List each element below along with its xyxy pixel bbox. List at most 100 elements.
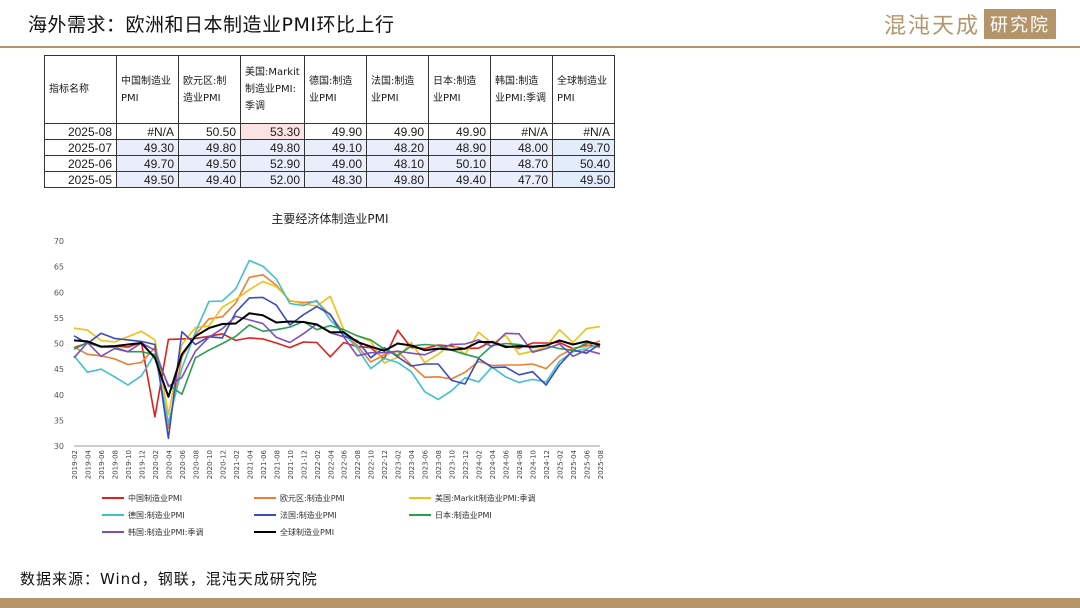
table-cell: 49.70 xyxy=(552,139,615,156)
pmi-line-chart: 主要经济体制造业PMI 30 35 40 45 50 55 60 65 70 2019-02 2019… xyxy=(54,211,605,537)
table-header-row: 指标名称 中国制造业PMI 欧元区:制造业PMI 美国:Markit制造业PMI… xyxy=(44,55,615,124)
x-tick-label: 2022-04 xyxy=(327,449,335,479)
table-column-header: 日本:制造业PMI xyxy=(428,55,491,124)
x-tick-label: 2019-12 xyxy=(138,450,146,479)
table-row: 2025-06 49.70 49.50 52.90 49.00 48.10 50… xyxy=(44,155,615,172)
table-row: 2025-07 49.30 49.80 49.80 49.10 48.20 48… xyxy=(44,139,615,156)
x-tick-label: 2025-08 xyxy=(597,450,605,479)
x-tick-label: 2019-04 xyxy=(84,449,92,479)
y-tick-label: 60 xyxy=(54,288,64,297)
table-cell: 48.10 xyxy=(366,155,429,172)
x-tick-label: 2023-08 xyxy=(435,450,443,479)
x-tick-label: 2021-06 xyxy=(260,449,268,479)
table-cell: 49.10 xyxy=(304,139,367,156)
y-tick-label: 35 xyxy=(54,416,64,425)
x-tick-label: 2023-06 xyxy=(422,449,430,479)
x-tick-label: 2024-10 xyxy=(530,450,538,479)
x-tick-label: 2021-04 xyxy=(246,449,254,479)
brand-name: 混沌天成 xyxy=(883,14,980,39)
x-tick-label: 2020-10 xyxy=(206,450,214,479)
x-tick-label: 2022-02 xyxy=(314,450,322,479)
table-cell: 49.90 xyxy=(366,123,429,140)
x-tick-label: 2023-12 xyxy=(462,450,470,479)
footer-bar xyxy=(0,598,1080,608)
table-cell: 53.30 xyxy=(240,123,305,140)
legend-label: 日本:制造业PMI xyxy=(435,510,492,520)
table-cell: 49.90 xyxy=(428,123,491,140)
x-tick-label: 2021-12 xyxy=(300,450,308,479)
table-column-header: 美国:Markit制造业PMI:季调 xyxy=(240,55,305,124)
table-cell: 49.90 xyxy=(304,123,367,140)
x-tick-label: 2024-08 xyxy=(516,450,524,479)
source-note: 数据来源：Wind，钢联，混沌天成研究院 xyxy=(20,570,318,588)
legend-label: 法国:制造业PMI xyxy=(280,510,337,520)
table-row: 2025-08 #N/A 50.50 53.30 49.90 49.90 49.… xyxy=(44,123,615,140)
chart-title: 主要经济体制造业PMI xyxy=(271,211,388,226)
y-tick-label: 65 xyxy=(54,263,64,272)
x-tick-label: 2020-08 xyxy=(192,450,200,479)
y-tick-label: 70 xyxy=(54,237,64,246)
series-line xyxy=(73,315,601,388)
x-tick-label: 2019-10 xyxy=(125,450,133,479)
x-tick-label: 2019-02 xyxy=(71,450,79,479)
y-tick-label: 50 xyxy=(54,340,64,349)
table-column-header: 韩国:制造业PMI:季调 xyxy=(490,55,553,124)
table-cell: 49.80 xyxy=(178,139,241,156)
table-cell: 49.50 xyxy=(178,155,241,172)
table-cell: 49.30 xyxy=(116,139,179,156)
x-tick-label: 2020-02 xyxy=(152,450,160,479)
table-cell: 49.40 xyxy=(178,171,241,188)
x-tick-label: 2019-06 xyxy=(98,449,106,479)
table-cell: 50.40 xyxy=(552,155,615,172)
legend-label: 韩国:制造业PMI:季调 xyxy=(128,527,203,537)
legend-label: 欧元区:制造业PMI xyxy=(280,493,345,503)
legend-label: 中国制造业PMI xyxy=(128,493,182,503)
table-cell-date: 2025-07 xyxy=(44,139,117,156)
x-tick-label: 2021-08 xyxy=(273,450,281,479)
x-tick-label: 2022-10 xyxy=(368,450,376,479)
x-tick-label: 2025-06 xyxy=(584,449,592,479)
series-line xyxy=(73,259,601,424)
x-tick-label: 2020-12 xyxy=(219,450,227,479)
table-column-header: 中国制造业PMI xyxy=(116,55,179,124)
page-header-title: 海外需求：欧洲和日本制造业PMI环比上行 xyxy=(28,14,395,36)
legend-label: 全球制造业PMI xyxy=(280,527,334,537)
x-tick-label: 2024-12 xyxy=(543,450,551,479)
table-row: 2025-05 49.50 49.40 52.00 48.30 49.80 49… xyxy=(44,171,615,188)
content-panel: 指标名称 中国制造业PMI 欧元区:制造业PMI 美国:Markit制造业PMI… xyxy=(44,55,616,550)
x-tick-label: 2020-06 xyxy=(179,449,187,479)
x-tick-label: 2025-02 xyxy=(557,450,565,479)
table-cell: 49.70 xyxy=(116,155,179,172)
table-cell: 52.00 xyxy=(240,171,305,188)
series-line xyxy=(73,329,601,418)
x-tick-label: 2022-12 xyxy=(381,450,389,479)
table-cell: 49.80 xyxy=(366,171,429,188)
table-column-header: 欧元区:制造业PMI xyxy=(178,55,241,124)
table-cell: 50.50 xyxy=(178,123,241,140)
series-line xyxy=(73,296,601,440)
table-cell: 50.10 xyxy=(428,155,491,172)
x-tick-label: 2021-02 xyxy=(233,450,241,479)
table-cell: #N/A xyxy=(116,123,179,140)
table-cell: #N/A xyxy=(490,123,553,140)
x-tick-label: 2024-06 xyxy=(503,449,511,479)
table-cell: 48.00 xyxy=(490,139,553,156)
x-tick-label: 2021-10 xyxy=(287,450,295,479)
brand-logo: 混沌天成 研究院 xyxy=(884,8,1056,40)
x-tick-label: 2023-04 xyxy=(408,449,416,479)
table-cell: 48.30 xyxy=(304,171,367,188)
table-column-header: 法国:制造业PMI xyxy=(366,55,429,124)
pmi-table: 指标名称 中国制造业PMI 欧元区:制造业PMI 美国:Markit制造业PMI… xyxy=(44,55,615,188)
table-column-header: 全球制造业PMI xyxy=(552,55,615,124)
header-divider xyxy=(0,46,1080,48)
brand-suffix: 研究院 xyxy=(984,9,1056,39)
legend-label: 美国:Markit制造业PMI:季调 xyxy=(435,493,536,503)
y-tick-label: 55 xyxy=(54,314,64,323)
table-header-label: 指标名称 xyxy=(44,55,117,124)
y-tick-label: 30 xyxy=(54,442,64,451)
x-tick-label: 2022-06 xyxy=(341,449,349,479)
legend-label: 德国:制造业PMI xyxy=(128,510,185,520)
x-tick-label: 2023-10 xyxy=(449,450,457,479)
table-cell: 48.20 xyxy=(366,139,429,156)
table-cell: 49.50 xyxy=(116,171,179,188)
